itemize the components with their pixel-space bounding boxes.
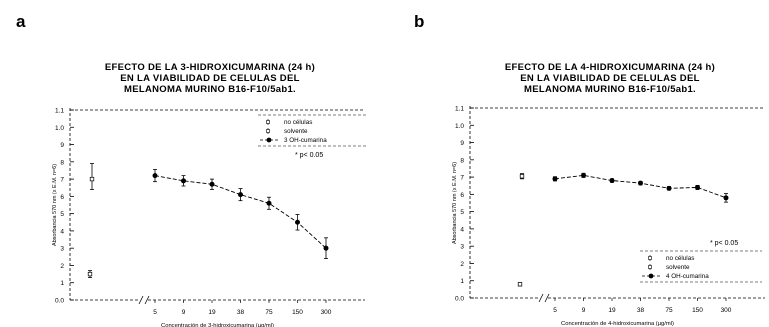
legend-marker-b bbox=[648, 265, 652, 269]
data-point-b bbox=[609, 178, 615, 184]
y-tick-label-a: 9 bbox=[60, 142, 64, 149]
y-tick-label-a: 8 bbox=[60, 159, 64, 166]
y-tick-label-b: 5 bbox=[460, 209, 464, 216]
significance-annotation-a: * p< 0.05 bbox=[295, 152, 323, 159]
legend-entry-b: no células bbox=[666, 255, 694, 262]
control-point-a bbox=[89, 176, 95, 182]
chart-title-a-line-2: EN LA VIABILIDAD DE CELULAS DEL bbox=[120, 73, 300, 84]
y-tick-label-b: 3 bbox=[460, 244, 464, 251]
y-tick-label-b: 4 bbox=[460, 226, 464, 233]
legend-entry-a: 3 OH-cumarina bbox=[284, 137, 327, 144]
x-axis-label-a: Concentración de 3-hidroxicumarina (µg/m… bbox=[161, 323, 274, 327]
y-tick-label-a: 1 bbox=[60, 280, 64, 287]
x-tick-label-a: 75 bbox=[265, 309, 273, 316]
data-point-a bbox=[181, 178, 186, 184]
data-point-a bbox=[323, 245, 329, 251]
x-tick-label-a: 9 bbox=[182, 309, 186, 316]
y-tick-label-b: 7 bbox=[460, 175, 464, 182]
control-point-b bbox=[519, 174, 525, 179]
y-tick-label-a: 1.0 bbox=[55, 125, 64, 132]
data-point-b bbox=[581, 172, 586, 178]
y-tick-label-b: 9 bbox=[460, 140, 464, 147]
x-tick-label-b: 75 bbox=[665, 307, 673, 314]
data-point-b bbox=[723, 195, 729, 201]
x-tick-label-a: 5 bbox=[153, 309, 157, 316]
y-tick-label-b: 2 bbox=[460, 261, 464, 268]
data-point-b bbox=[695, 184, 700, 190]
y-tick-label-a: 7 bbox=[60, 177, 64, 184]
series-line-b bbox=[554, 174, 727, 199]
series-line-a bbox=[154, 175, 327, 249]
legend-entry-a: solvente bbox=[284, 128, 308, 135]
y-tick-label-a: 0.0 bbox=[55, 298, 64, 305]
y-tick-label-b: 8 bbox=[460, 157, 464, 164]
y-tick-label-b: 1 bbox=[460, 278, 464, 285]
axis-break-mark-a bbox=[138, 295, 144, 305]
x-tick-label-b: 38 bbox=[637, 307, 645, 314]
chart-title-a-line-1: EFECTO DE LA 3-HIDROXICUMARINA (24 h) bbox=[104, 62, 316, 73]
y-tick-label-a: 4 bbox=[60, 228, 64, 235]
legend-entry-b: solvente bbox=[666, 264, 690, 271]
chart-title-b-line-1: EFECTO DE LA 4-HIDROXICUMARINA (24 h) bbox=[504, 62, 716, 73]
control-point-b bbox=[517, 282, 523, 287]
y-tick-label-b: 6 bbox=[460, 192, 464, 199]
x-tick-label-a: 150 bbox=[292, 309, 303, 316]
data-point-b bbox=[552, 176, 558, 182]
y-tick-label-a: 6 bbox=[60, 194, 64, 201]
legend-marker-a bbox=[266, 129, 270, 133]
x-tick-label-b: 9 bbox=[582, 307, 586, 314]
y-tick-label-a: 3 bbox=[60, 246, 64, 253]
y-axis-label-b: Absorbancia 570 nm (x E.M. n=6) bbox=[452, 162, 458, 244]
x-tick-label-a: 38 bbox=[237, 309, 245, 316]
y-tick-label-b: 0.0 bbox=[455, 296, 464, 303]
chart-title-b-line-2: EN LA VIABILIDAD DE CELULAS DEL bbox=[520, 73, 700, 84]
data-point-a bbox=[209, 181, 215, 187]
x-tick-label-b: 150 bbox=[692, 307, 703, 314]
y-tick-label-a: 2 bbox=[60, 263, 64, 270]
control-point-a bbox=[87, 271, 93, 277]
y-tick-label-a: 5 bbox=[60, 211, 64, 218]
axis-break-mark-a bbox=[144, 295, 150, 305]
data-point-a bbox=[152, 173, 158, 179]
data-point-a bbox=[238, 192, 243, 198]
axis-break-mark-b bbox=[538, 293, 544, 303]
y-tick-label-a: 1.1 bbox=[55, 108, 64, 115]
legend-entry-b: 4 OH-cumarina bbox=[666, 273, 709, 280]
x-tick-label-a: 19 bbox=[208, 309, 216, 316]
data-point-a bbox=[295, 219, 300, 225]
legend-marker-a bbox=[266, 137, 272, 143]
y-axis-label-a: Absorbancia 570 nm (x E.M. n=6) bbox=[52, 164, 58, 246]
legend-marker-b bbox=[648, 256, 652, 260]
chart-title-b-line-3: MELANOMA MURINO B16-F10/5ab1. bbox=[524, 84, 696, 95]
y-tick-label-b: 1.0 bbox=[455, 123, 464, 130]
legend-marker-a bbox=[266, 120, 270, 124]
x-tick-label-a: 300 bbox=[321, 309, 332, 316]
significance-annotation-b: * p< 0.05 bbox=[710, 240, 738, 247]
chart-title-a-line-3: MELANOMA MURINO B16-F10/5ab1. bbox=[124, 84, 296, 95]
legend-marker-b bbox=[648, 273, 654, 279]
data-point-b bbox=[638, 180, 643, 186]
y-tick-label-b: 1.1 bbox=[455, 106, 464, 113]
data-point-b bbox=[666, 185, 672, 191]
panel-label-a: a bbox=[16, 12, 26, 31]
chart-title-b: EFECTO DE LA 4-HIDROXICUMARINA (24 h) EN… bbox=[460, 62, 760, 95]
panel-label-b: b bbox=[414, 12, 425, 31]
x-tick-label-b: 300 bbox=[721, 307, 732, 314]
x-tick-label-b: 5 bbox=[553, 307, 557, 314]
data-point-a bbox=[266, 200, 272, 206]
x-tick-label-b: 19 bbox=[608, 307, 616, 314]
legend-entry-a: no células bbox=[284, 119, 312, 126]
chart-title-a: EFECTO DE LA 3-HIDROXICUMARINA (24 h) EN… bbox=[60, 62, 360, 95]
axis-break-mark-b bbox=[544, 293, 550, 303]
x-axis-label-b: Concentración de 4-hidroxicumarina (µg/m… bbox=[561, 321, 674, 327]
